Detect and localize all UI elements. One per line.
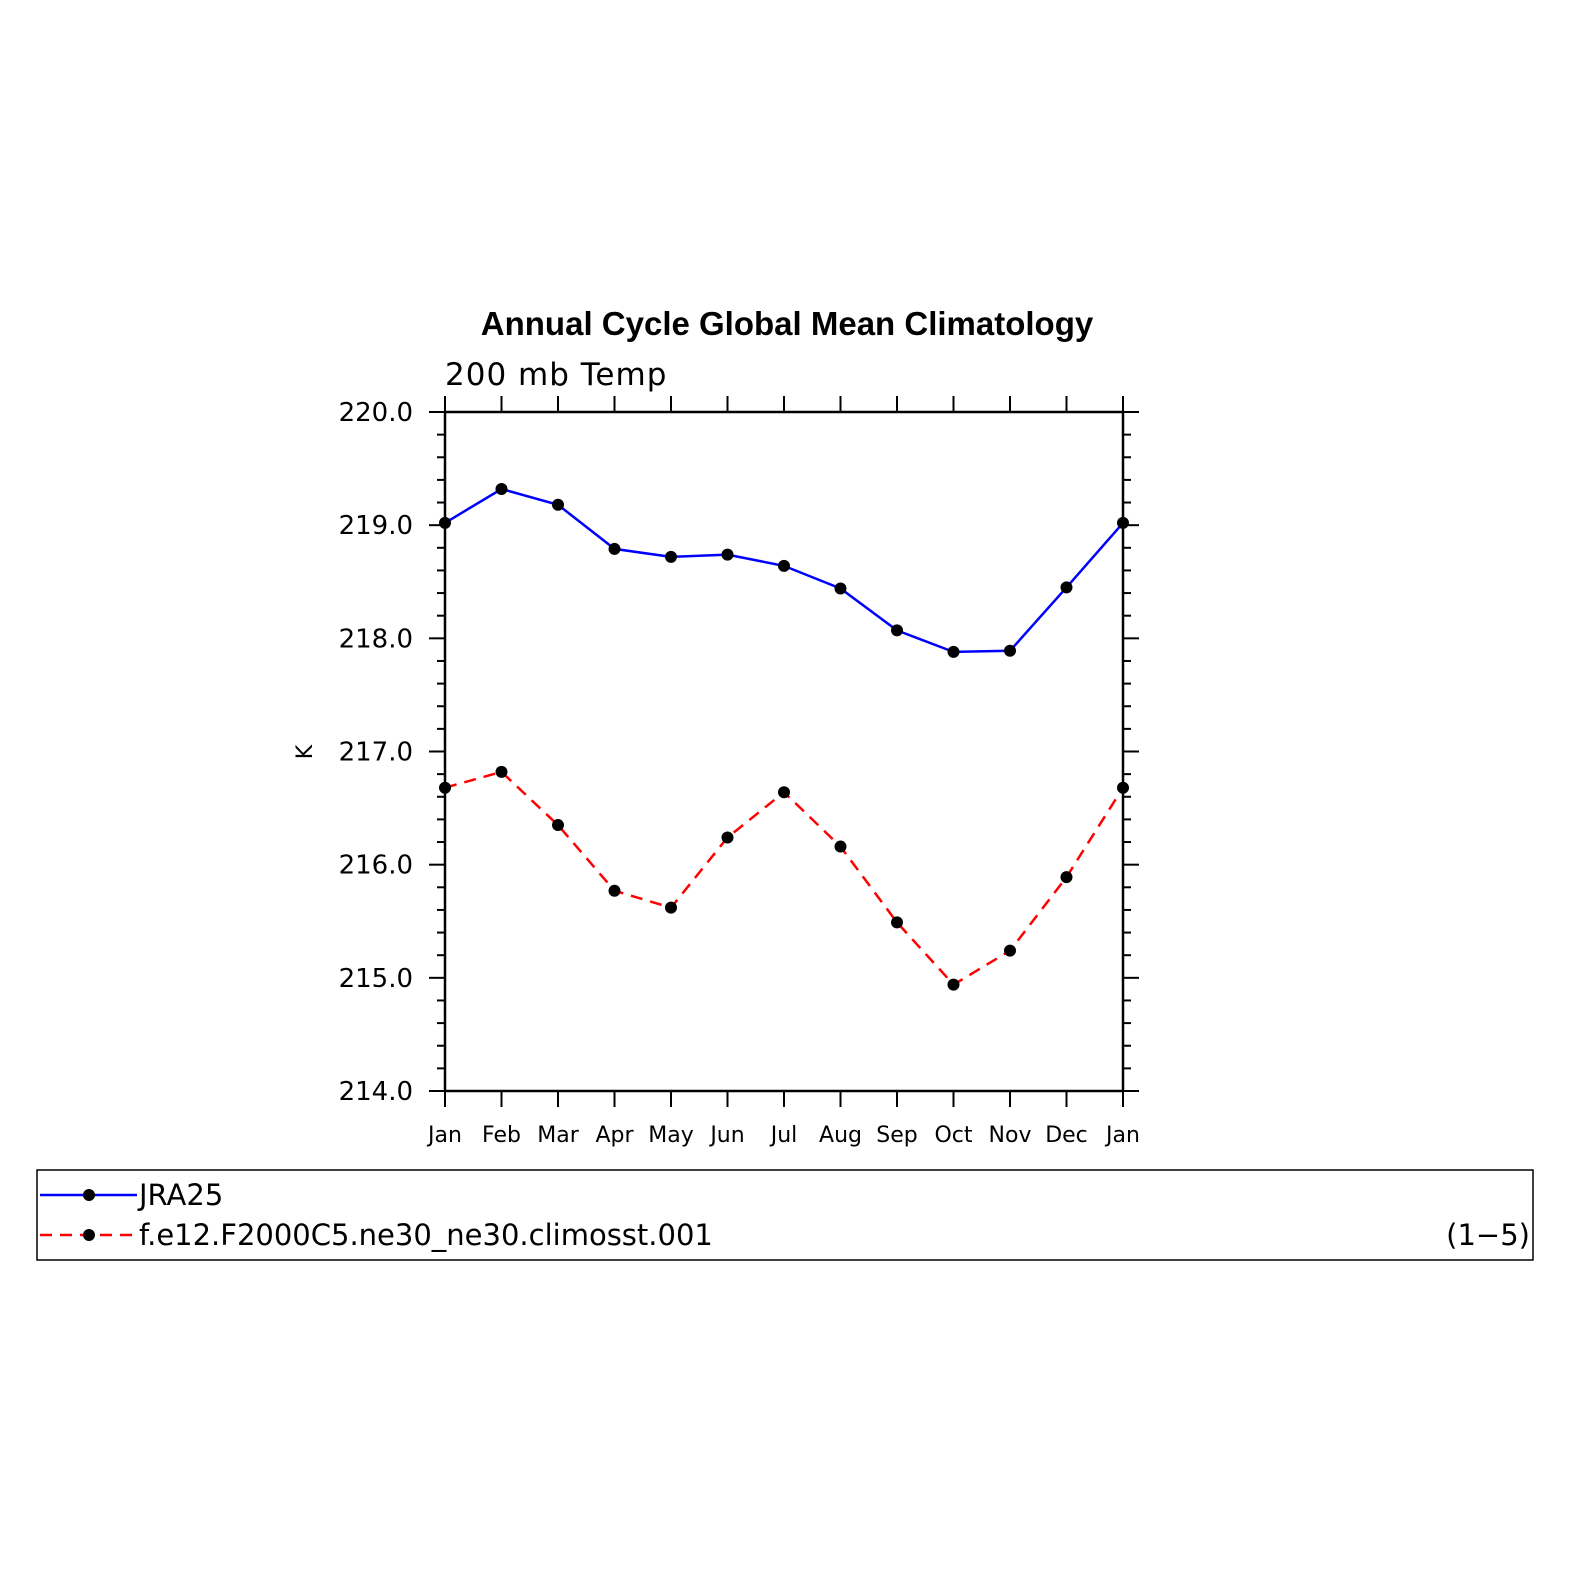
y-tick-label: 220.0 <box>339 398 413 428</box>
legend-marker-0 <box>83 1189 95 1201</box>
series-0-point <box>891 624 903 637</box>
x-tick-label: Nov <box>989 1123 1032 1148</box>
legend: JRA25 f.e12.F2000C5.ne30_ne30.climosst.00… <box>36 1169 1534 1261</box>
series-0-point <box>721 548 734 561</box>
legend-label-0: JRA25 <box>137 1178 223 1212</box>
x-tick-label: Jan <box>1104 1123 1140 1148</box>
series-0-point <box>665 550 677 563</box>
x-tick-label: Jan <box>426 1123 462 1148</box>
series-0-point <box>439 516 451 529</box>
series-1-point <box>947 978 960 991</box>
chart-title: Annual Cycle Global Mean Climatology <box>481 305 1094 342</box>
x-tick-label: Oct <box>934 1123 972 1148</box>
x-tick-label: Dec <box>1045 1123 1088 1148</box>
series-lines <box>439 482 1129 991</box>
series-1-point <box>439 781 451 794</box>
x-tick-label: May <box>648 1123 693 1148</box>
y-axis-label: K <box>293 744 318 759</box>
y-tick-label: 219.0 <box>339 511 413 541</box>
y-tick-label: 214.0 <box>339 1077 413 1107</box>
y-tick-label: 216.0 <box>339 851 413 881</box>
series-1-point <box>495 765 508 778</box>
series-0-point <box>1060 581 1073 594</box>
x-tick-label: Jul <box>769 1123 798 1148</box>
series-1-point <box>721 831 734 844</box>
legend-marker-1 <box>83 1229 95 1241</box>
x-tick-label: Jun <box>708 1123 744 1148</box>
chart-subtitle: 200 mb Temp <box>445 357 667 393</box>
plot-axes <box>429 396 1139 1107</box>
legend-label-1: f.e12.F2000C5.ne30_ne30.climosst.001 <box>139 1218 713 1252</box>
y-tick-label: 215.0 <box>339 964 413 994</box>
series-1-point <box>552 819 564 832</box>
x-tick-label: Aug <box>819 1123 862 1148</box>
series-0-point <box>552 498 564 511</box>
series-1-point <box>1004 944 1016 957</box>
series-0-point <box>495 482 508 495</box>
x-tick-label: Feb <box>482 1123 521 1148</box>
series-1-point <box>834 840 847 853</box>
series-1-point <box>778 786 790 799</box>
legend-entries: JRA25 f.e12.F2000C5.ne30_ne30.climosst.00… <box>40 1178 713 1252</box>
y-tick-label: 217.0 <box>339 738 413 768</box>
series-line-1 <box>444 770 1125 987</box>
legend-box <box>36 1169 1534 1261</box>
series-1-point <box>891 916 903 929</box>
series-0-point <box>1004 644 1016 657</box>
series-1-point <box>1060 871 1073 884</box>
y-tick-labels: 220.0 219.0 218.0 217.0 216.0 215.0 214.0 <box>339 398 413 1107</box>
x-tick-label: Sep <box>876 1123 917 1148</box>
plot-frame <box>443 410 1125 1093</box>
legend-note: (1−5) <box>1446 1218 1530 1252</box>
series-0-point <box>778 559 790 572</box>
series-1-point <box>1117 781 1129 794</box>
y-tick-label: 218.0 <box>339 624 413 654</box>
series-0-point <box>608 542 621 555</box>
series-0-point <box>947 645 960 658</box>
x-tick-label: Mar <box>537 1123 579 1148</box>
x-tick-labels: Jan Feb Mar Apr May Jun Jul Aug Sep Oct Nov Dec Jan <box>426 1123 1140 1148</box>
x-tick-label: Apr <box>595 1123 634 1148</box>
series-1-point <box>665 901 677 914</box>
series-1-point <box>608 884 621 897</box>
series-0-point <box>1117 516 1129 529</box>
series-0-point <box>834 582 847 595</box>
